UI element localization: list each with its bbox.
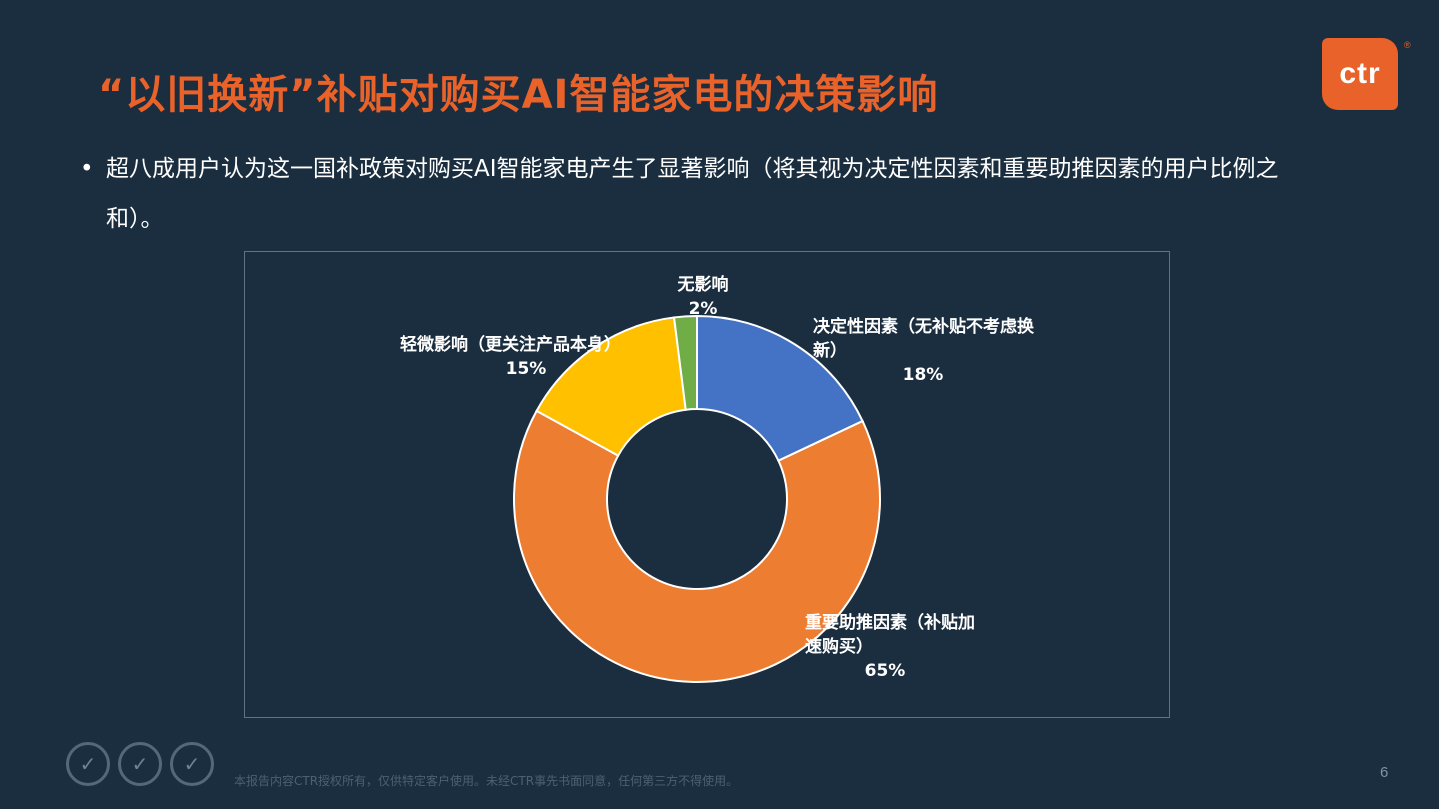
donut-slice <box>513 409 881 683</box>
badge-icon: ✓ <box>118 742 162 786</box>
footer-note: 本报告内容CTR授权所有，仅供特定客户使用。未经CTR事先书面同意，任何第三方不… <box>234 774 739 788</box>
page-number: 6 <box>1380 764 1389 781</box>
slice-value-label: 2% <box>689 299 718 319</box>
slice-label: 决定性因素（无补贴不考虑换 <box>813 316 1035 337</box>
registered-mark: ® <box>1404 40 1411 50</box>
logo-text: ctr <box>1339 57 1381 90</box>
badge-icon: ✓ <box>66 742 110 786</box>
slice-label: 重要助推因素（补贴加 <box>805 612 975 633</box>
slide-title: “以旧换新”补贴对购买AI智能家电的决策影响 <box>98 72 939 118</box>
slice-value-label: 18% <box>903 365 944 385</box>
bullet-text: 超八成用户认为这一国补政策对购买AI智能家电产生了显著影响（将其视为决定性因素和… <box>106 156 1279 232</box>
badge-icon: ✓ <box>170 742 214 786</box>
footer-badges: ✓ ✓ ✓ <box>66 742 214 786</box>
slice-label: 新） <box>813 340 847 361</box>
slice-label: 无影响 <box>677 274 729 295</box>
slice-value-label: 15% <box>506 359 547 379</box>
ctr-logo: ctr <box>1322 38 1398 110</box>
bullet-icon: • <box>80 156 94 182</box>
slice-value-label: 65% <box>865 661 906 681</box>
donut-slice <box>696 314 864 463</box>
donut-slice <box>535 316 687 457</box>
summary-bullet: • 超八成用户认为这一国补政策对购买AI智能家电产生了显著影响（将其视为决定性因… <box>80 144 1320 244</box>
slice-label: 速购买） <box>805 636 873 657</box>
slice-label: 轻微影响（更关注产品本身） <box>400 334 621 355</box>
chart-frame: 决定性因素（无补贴不考虑换 新） 18% 重要助推因素（补贴加 速购买） 65% 轻微影响（… <box>244 251 1170 718</box>
donut-slice <box>672 314 698 411</box>
